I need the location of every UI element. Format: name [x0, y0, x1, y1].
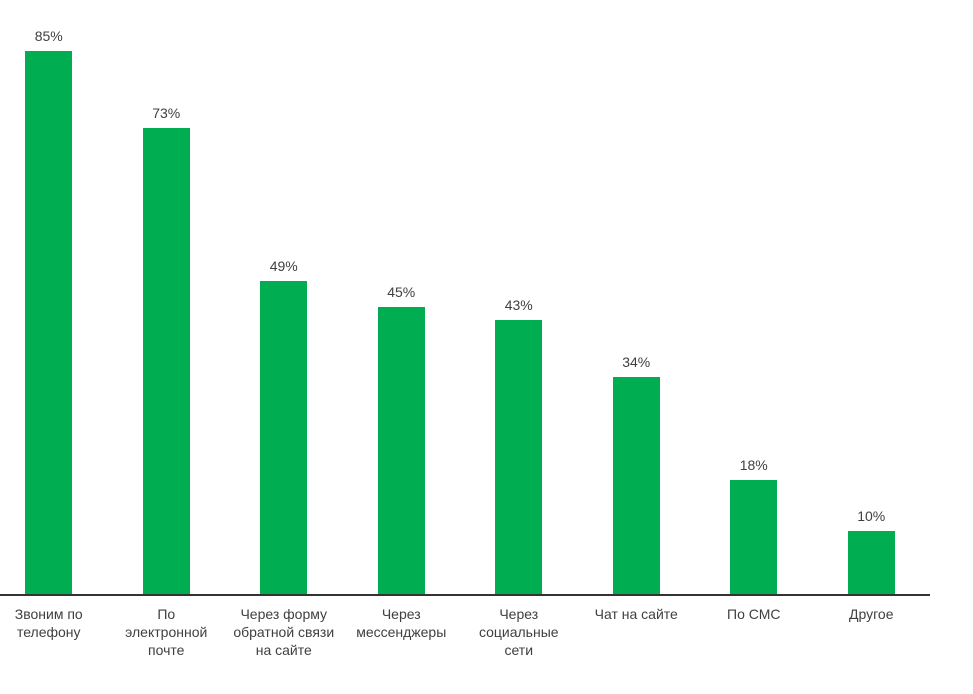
category-label: Через форму обратной связи на сайте [233, 606, 335, 658]
bar [142, 128, 190, 595]
category-label: По электронной почте [125, 606, 208, 658]
bar [612, 377, 660, 595]
bar-value-label: 85% [34, 28, 63, 44]
category-label: Чат на сайте [594, 606, 678, 622]
bar-group: 85% [0, 0, 108, 595]
bar-group: 45% [343, 0, 461, 595]
bar [730, 480, 778, 595]
plot-area: 85% 73% 49% 45% 43% 34% 18% 10% [0, 0, 931, 595]
category-axis-labels: Звоним по телефону По электронной почте Че… [0, 605, 930, 659]
category-label: Через социальные сети [478, 606, 559, 658]
category-label: По СМС [727, 606, 781, 622]
bar-value-label: 10% [857, 508, 886, 524]
bar-group: 73% [108, 0, 226, 595]
bar-value-label: 34% [622, 354, 651, 370]
bar [847, 531, 895, 595]
bar-group: 34% [578, 0, 696, 595]
bar-group: 49% [225, 0, 343, 595]
bar-value-label: 73% [152, 105, 181, 121]
bar [25, 51, 73, 595]
bar [260, 281, 308, 595]
bar [377, 307, 425, 595]
bar-group: 43% [460, 0, 578, 595]
category-label: Другое [849, 606, 894, 622]
bar-group: 18% [695, 0, 813, 595]
category-label: Звоним по телефону [14, 606, 83, 640]
bar-value-label: 18% [739, 457, 768, 473]
bar-group: 10% [813, 0, 931, 595]
bar-value-label: 49% [269, 258, 298, 274]
bar [495, 320, 543, 595]
x-axis-line [0, 594, 930, 596]
category-label: Через мессенджеры [356, 606, 447, 640]
bar-value-label: 45% [387, 284, 416, 300]
bar-value-label: 43% [504, 297, 533, 313]
